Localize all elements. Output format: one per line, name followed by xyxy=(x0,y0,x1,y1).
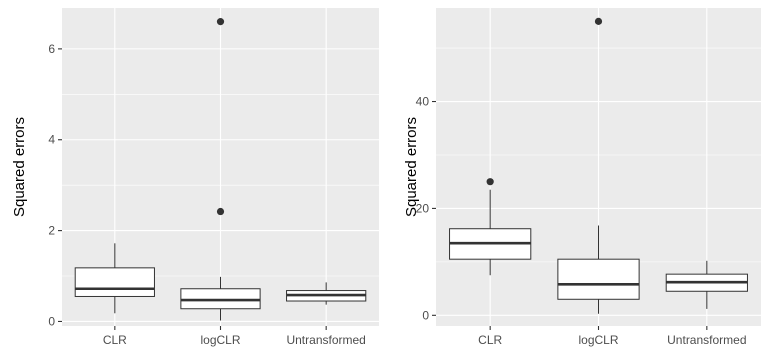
y-tick-label: 6 xyxy=(48,42,55,56)
outlier-point xyxy=(486,178,494,186)
y-tick-label: 2 xyxy=(48,224,55,238)
x-tick-label: Untransformed xyxy=(286,333,365,347)
x-tick-label: CLR xyxy=(103,333,127,347)
box-iqr xyxy=(180,288,261,310)
x-tick-label: logCLR xyxy=(200,333,240,347)
box-CLR xyxy=(74,243,155,314)
box-Untransformed xyxy=(665,260,748,309)
box-logCLR xyxy=(557,17,640,314)
x-tick-label: logCLR xyxy=(578,333,618,347)
box-logCLR xyxy=(180,18,261,321)
y-axis-title: Squared errors xyxy=(11,117,28,217)
y-tick-label: 4 xyxy=(48,133,55,147)
y-tick-label: 0 xyxy=(422,308,429,322)
panel-2: 0 20 40 CLR logCLR Untransformed Squared error… xyxy=(403,8,761,347)
box-iqr xyxy=(557,258,640,300)
y-tick-label: 40 xyxy=(416,95,430,109)
y-axis-title: Squared errors xyxy=(403,117,420,217)
y-tick-label: 20 xyxy=(416,201,430,215)
outlier-point xyxy=(594,17,603,25)
box-CLR xyxy=(449,178,532,276)
box-Untransformed xyxy=(286,282,367,305)
outlier-point xyxy=(216,18,225,26)
box-iqr xyxy=(74,267,155,297)
y-tick-label: 0 xyxy=(48,314,55,328)
outlier-point xyxy=(216,207,225,216)
x-tick-label: CLR xyxy=(478,333,502,347)
x-tick-label: Untransformed xyxy=(667,333,746,347)
panel-1: 0 2 4 6 CLR logCLR Untransformed Squared errors xyxy=(11,8,379,347)
